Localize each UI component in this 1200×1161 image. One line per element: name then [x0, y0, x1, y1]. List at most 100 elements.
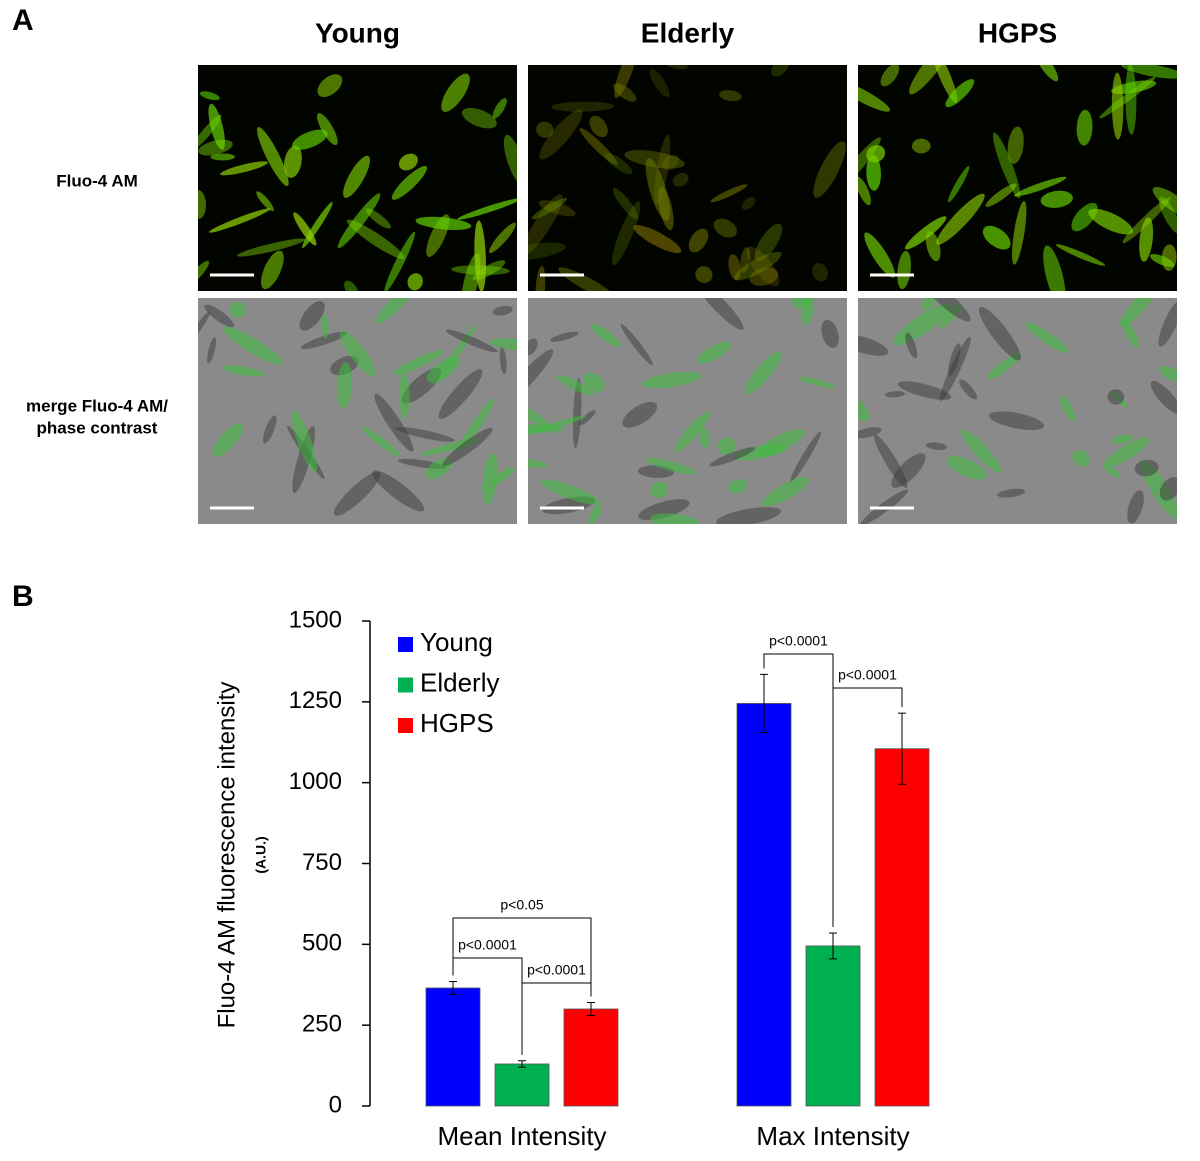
cell — [1152, 186, 1177, 218]
cell — [741, 196, 756, 210]
row-label: merge Fluo-4 AM/ — [26, 396, 168, 415]
cell — [1059, 396, 1076, 422]
cell — [375, 298, 421, 324]
cell — [415, 216, 472, 230]
cell — [262, 415, 277, 444]
cell — [321, 314, 329, 339]
cell — [713, 218, 737, 238]
cell — [697, 341, 732, 364]
cell — [442, 427, 493, 466]
cell — [813, 141, 846, 198]
cell — [645, 458, 696, 475]
cell — [1121, 65, 1177, 79]
cell — [528, 415, 587, 436]
cell — [536, 121, 554, 138]
bar — [425, 987, 481, 1107]
cell — [699, 428, 710, 448]
cell — [633, 224, 682, 254]
cell — [1076, 109, 1093, 146]
legend-swatch — [398, 677, 413, 693]
cell — [740, 247, 751, 273]
cell — [346, 219, 405, 260]
cell — [220, 161, 268, 176]
cell — [371, 470, 425, 512]
cell — [339, 330, 375, 377]
cell — [293, 212, 317, 246]
cell — [1072, 449, 1091, 467]
cell — [936, 193, 985, 245]
cells — [198, 298, 517, 516]
cell — [925, 442, 947, 450]
cell — [665, 65, 688, 70]
cell — [198, 311, 210, 344]
cell — [674, 412, 710, 453]
cell — [604, 153, 633, 175]
cell — [221, 365, 265, 377]
cell — [946, 455, 987, 480]
cell — [905, 216, 947, 250]
y-tick-label: 0 — [329, 1091, 342, 1118]
cell — [746, 246, 780, 287]
cell — [864, 232, 896, 278]
significance-label: p<0.0001 — [458, 937, 517, 953]
cell — [337, 362, 353, 409]
cell — [1055, 244, 1106, 266]
cell — [897, 381, 952, 400]
y-tick-label: 1250 — [289, 687, 342, 714]
legend-swatch — [398, 718, 413, 733]
cell — [978, 306, 1021, 361]
cell — [695, 266, 713, 284]
cell — [1034, 65, 1059, 82]
cell — [897, 250, 911, 290]
cell — [696, 298, 744, 330]
cell — [441, 73, 470, 112]
cell — [528, 349, 554, 402]
cell — [1149, 254, 1175, 267]
cell — [300, 331, 348, 350]
error-bar — [829, 932, 837, 960]
significance-label: p<0.05 — [500, 897, 543, 913]
cell — [812, 263, 828, 282]
cell — [997, 488, 1026, 498]
cell — [398, 153, 418, 171]
micrograph — [858, 65, 1177, 291]
panel-label: A — [12, 4, 34, 37]
cell — [540, 479, 601, 505]
cell — [1014, 176, 1067, 197]
image-bg — [528, 65, 847, 291]
cell — [210, 153, 236, 161]
cell — [921, 298, 936, 311]
cell — [229, 301, 247, 318]
legend-label: Young — [420, 627, 493, 657]
error-bar — [898, 712, 906, 785]
cell — [299, 301, 325, 331]
cell — [1007, 126, 1024, 164]
cell — [337, 193, 381, 249]
cell — [1125, 65, 1137, 135]
cell — [438, 369, 483, 419]
cell — [989, 411, 1044, 430]
cell — [931, 65, 958, 103]
cell — [208, 208, 271, 233]
y-axis-label: Fluo-4 AM fluorescence intensity — [213, 682, 240, 1029]
legend-swatch — [398, 637, 413, 652]
cells — [858, 65, 1177, 291]
cell — [343, 155, 370, 198]
cell — [1158, 196, 1177, 234]
cell — [719, 90, 742, 102]
y-tick-label: 1500 — [289, 606, 342, 633]
cell — [1120, 298, 1160, 327]
cell — [638, 499, 690, 521]
cell — [891, 453, 926, 488]
cell — [710, 184, 748, 203]
cell — [945, 79, 975, 108]
cell — [923, 298, 971, 322]
error-bar — [760, 673, 768, 734]
bar — [874, 748, 930, 1107]
cell — [426, 356, 460, 384]
cell — [744, 351, 782, 394]
column-title: HGPS — [978, 17, 1057, 48]
micrograph — [198, 65, 517, 291]
cell — [198, 260, 210, 286]
